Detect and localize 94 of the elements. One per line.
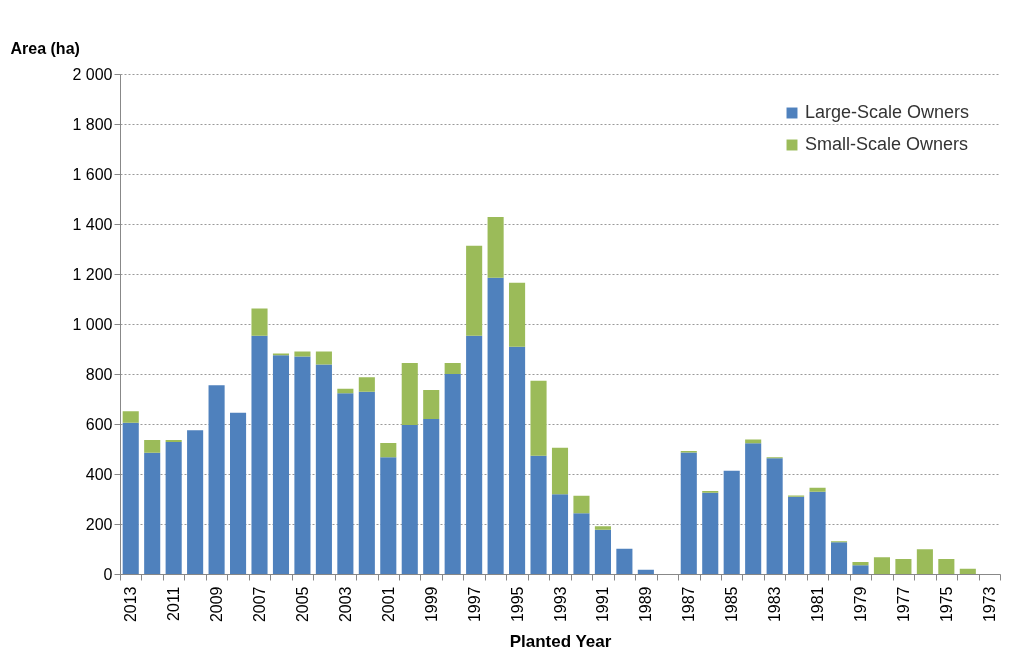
legend-label: Large-Scale Owners: [805, 102, 970, 122]
bar: [358, 391, 375, 574]
bar: [637, 569, 654, 574]
y-tick-label: 1 400: [72, 215, 113, 233]
bar: [551, 494, 569, 574]
bar: [230, 412, 247, 574]
x-axis-title: Planted Year: [509, 632, 612, 652]
bar: [702, 492, 719, 574]
y-tick-label: 400: [85, 465, 113, 483]
x-tick-label: 1977: [894, 586, 912, 623]
bar: [315, 351, 332, 365]
bar: [423, 419, 440, 574]
bar: [766, 458, 783, 574]
x-tick-label: 1975: [937, 586, 955, 623]
y-tick-label: 1 600: [72, 165, 113, 183]
bar: [594, 526, 611, 530]
x-tick-label: 1987: [680, 586, 698, 623]
bar: [294, 351, 311, 357]
x-tick-label: 1985: [723, 586, 741, 623]
bar: [873, 557, 890, 574]
bar: [573, 495, 590, 514]
bar: [852, 565, 869, 574]
x-tick-label: 2007: [251, 586, 269, 623]
x-tick-label: 1991: [594, 586, 612, 623]
bar: [723, 470, 740, 574]
bar: [895, 559, 912, 574]
y-axis-title: Area (ha): [10, 39, 80, 57]
bar: [487, 277, 504, 574]
legend-label: Small-Scale Owners: [805, 134, 969, 154]
bar: [530, 380, 547, 456]
bar: [466, 335, 483, 574]
bar: [423, 390, 440, 419]
bar: [272, 355, 290, 574]
x-tick-label: 2009: [208, 586, 226, 623]
bar: [487, 217, 504, 278]
y-tick-label: 600: [85, 415, 113, 433]
bar: [745, 443, 762, 574]
bar: [466, 245, 483, 336]
bar: [573, 513, 590, 574]
bar: [208, 385, 225, 574]
bar: [294, 356, 311, 574]
bar: [144, 452, 161, 574]
x-tick-label: 1989: [637, 586, 655, 623]
bar: [122, 411, 139, 423]
bar: [680, 452, 697, 574]
bar: [916, 549, 933, 574]
x-tick-label: 1981: [809, 586, 827, 623]
bar: [788, 496, 805, 574]
y-tick-label: 800: [85, 365, 113, 383]
x-tick-label: 2013: [122, 586, 140, 623]
x-tick-label: 1993: [551, 586, 569, 623]
bar: [551, 447, 569, 495]
bar: [122, 422, 139, 574]
x-tick-label: 1999: [422, 586, 440, 623]
bar: [401, 425, 418, 574]
bar: [938, 559, 955, 574]
bar: [165, 442, 182, 574]
x-tick-label: 2003: [336, 586, 354, 623]
bar: [380, 457, 397, 574]
x-tick-label: 1995: [508, 586, 526, 623]
y-tick-label: 200: [85, 515, 113, 533]
y-tick-label: 1 200: [72, 265, 113, 283]
bar: [616, 548, 633, 574]
y-tick-label: 0: [103, 565, 113, 583]
bar: [509, 346, 526, 574]
bar: [187, 430, 204, 574]
y-tick-label: 2 000: [72, 65, 113, 83]
bar: [251, 308, 268, 336]
x-tick-label: 1997: [465, 586, 483, 623]
bar: [809, 487, 826, 492]
x-tick-label: 1983: [766, 586, 784, 623]
bar: [444, 374, 461, 574]
bar: [358, 377, 375, 392]
bar: [337, 393, 354, 574]
bar: [852, 562, 869, 566]
bar: [315, 364, 332, 574]
x-tick-label: 2005: [293, 586, 311, 623]
y-tick-label: 1 000: [72, 315, 113, 333]
bar: [830, 542, 848, 574]
bar: [959, 568, 976, 574]
bar: [251, 335, 268, 574]
bar: [809, 491, 826, 574]
bar: [144, 440, 161, 453]
x-tick-label: 2011: [165, 586, 183, 621]
bar: [444, 363, 461, 374]
bar: [380, 443, 397, 458]
bar: [401, 363, 418, 425]
x-tick-label: 1979: [851, 586, 869, 623]
x-tick-label: 1973: [980, 586, 998, 623]
bar: [509, 282, 526, 347]
bar: [530, 455, 547, 574]
bar: [594, 529, 611, 574]
x-tick-label: 2001: [379, 586, 397, 623]
y-tick-label: 1 800: [72, 115, 113, 133]
